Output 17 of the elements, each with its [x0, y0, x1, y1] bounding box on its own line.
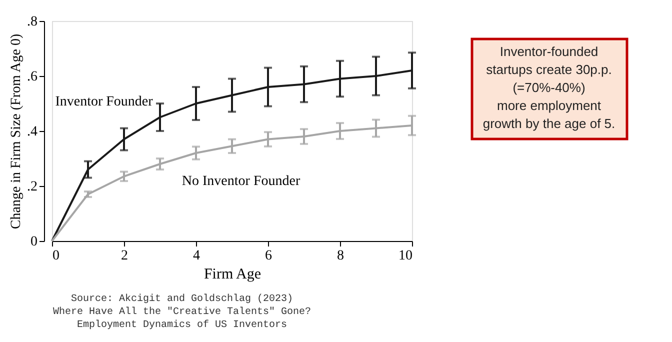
x-axis-title: Firm Age [204, 266, 262, 282]
series-label: Inventor Founder [55, 94, 154, 110]
y-tick-label: .8 [27, 14, 38, 30]
x-tick-label: 10 [398, 248, 412, 264]
x-tick-label: 4 [193, 248, 200, 264]
y-axis-title: Change in Firm Size (From Age 0) [9, 34, 24, 230]
source-note: Source: Akcigit and Goldschlag (2023) Where Have All the "Creative Talents" Gone? Employment Dynamics of US Inventors [52, 293, 312, 331]
y-tick-label: .6 [27, 70, 38, 84]
x-tick-label: 8 [337, 248, 344, 264]
text: Inventor-founded startups create 30p.p. (=70%-40%) more employment growth by the age of 5. [482, 44, 616, 131]
y-tick-label: 0 [30, 234, 38, 250]
x-tick-label: 0 [52, 248, 60, 264]
x-tick-label: 2 [121, 248, 128, 264]
y-tick-label: .4 [27, 124, 38, 140]
x-tick-label: 6 [265, 248, 272, 264]
y-tick-label: .2 [27, 180, 38, 194]
series-label: No Inventor Founder [182, 174, 300, 189]
